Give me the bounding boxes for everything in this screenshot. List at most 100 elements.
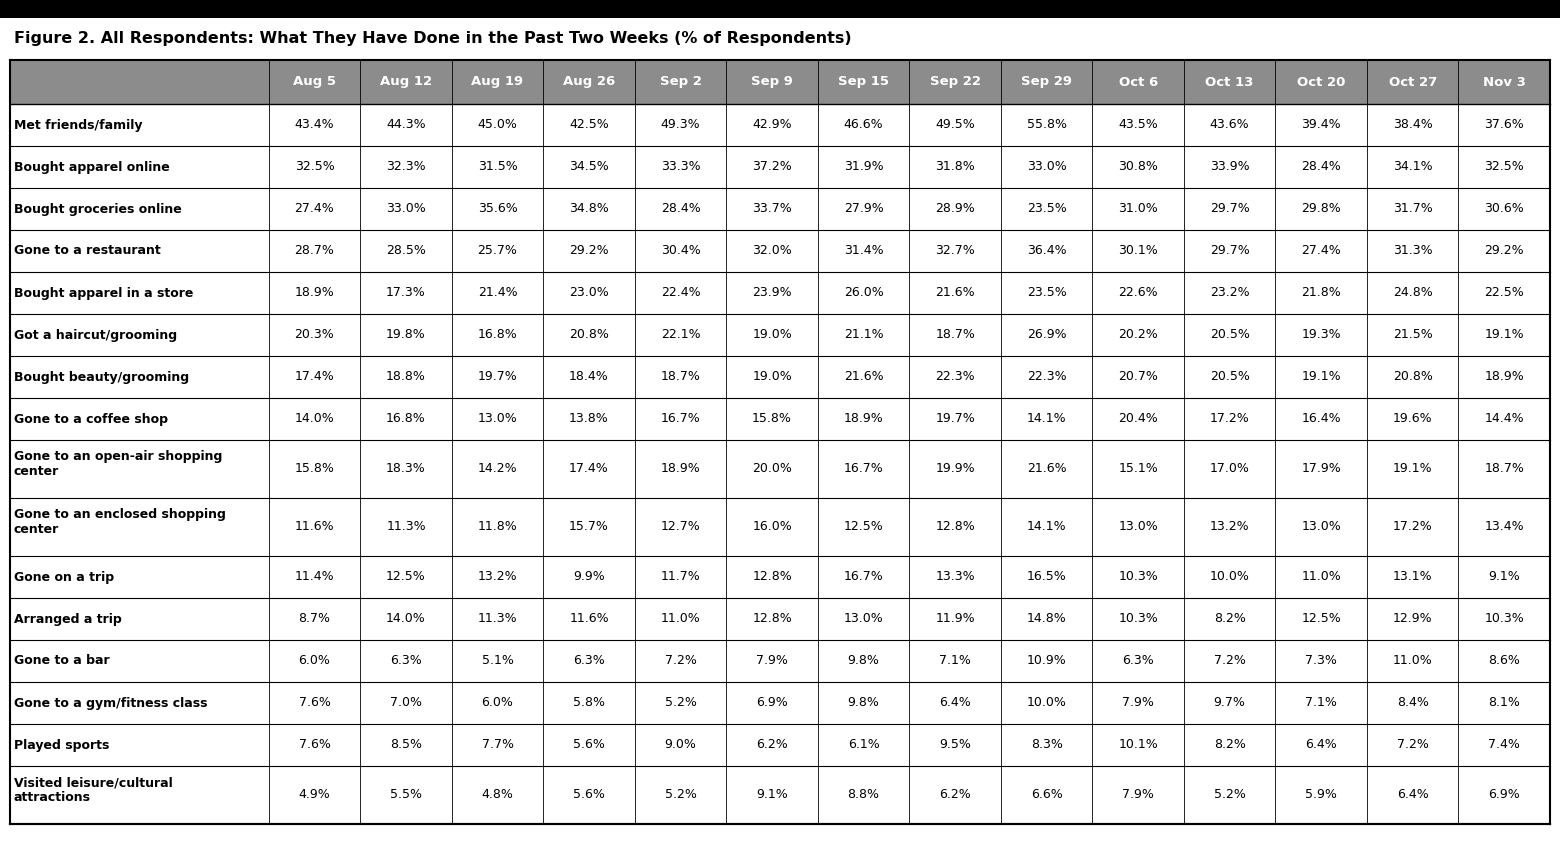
Bar: [9, 556, 1551, 598]
Text: 5.2%: 5.2%: [665, 696, 696, 709]
Text: 11.3%: 11.3%: [477, 613, 518, 626]
Text: 49.5%: 49.5%: [936, 118, 975, 131]
Text: 11.0%: 11.0%: [1301, 570, 1342, 583]
Text: 22.3%: 22.3%: [936, 371, 975, 384]
Text: 8.6%: 8.6%: [1488, 655, 1519, 668]
Text: 7.3%: 7.3%: [1306, 655, 1337, 668]
Text: 33.9%: 33.9%: [1211, 161, 1250, 174]
Text: 11.6%: 11.6%: [295, 520, 334, 533]
Text: 6.1%: 6.1%: [847, 739, 880, 752]
Text: Bought groceries online: Bought groceries online: [14, 202, 183, 215]
Text: 28.7%: 28.7%: [295, 245, 334, 257]
Text: 31.4%: 31.4%: [844, 245, 883, 257]
Text: 16.7%: 16.7%: [844, 570, 883, 583]
Text: 14.1%: 14.1%: [1026, 412, 1067, 425]
Text: 19.8%: 19.8%: [387, 328, 426, 341]
Text: 19.0%: 19.0%: [752, 371, 792, 384]
Text: 7.1%: 7.1%: [939, 655, 970, 668]
Text: 17.4%: 17.4%: [569, 462, 608, 475]
Text: Got a haircut/grooming: Got a haircut/grooming: [14, 328, 178, 341]
Text: 15.8%: 15.8%: [295, 462, 334, 475]
Bar: [9, 766, 1551, 824]
Text: 6.4%: 6.4%: [1306, 739, 1337, 752]
Bar: [9, 598, 1551, 640]
Text: 29.7%: 29.7%: [1211, 202, 1250, 215]
Text: 5.2%: 5.2%: [1214, 789, 1245, 802]
Text: 9.8%: 9.8%: [847, 655, 880, 668]
Text: 10.1%: 10.1%: [1119, 739, 1158, 752]
Text: 10.0%: 10.0%: [1026, 696, 1067, 709]
Text: 6.9%: 6.9%: [757, 696, 788, 709]
Text: 10.3%: 10.3%: [1485, 613, 1524, 626]
Text: 26.0%: 26.0%: [844, 287, 883, 300]
Text: Oct 13: Oct 13: [1206, 75, 1254, 88]
Bar: [9, 398, 1551, 440]
Text: Gone on a trip: Gone on a trip: [14, 570, 114, 583]
Bar: [9, 272, 1551, 314]
Text: 10.0%: 10.0%: [1209, 570, 1250, 583]
Text: 19.1%: 19.1%: [1301, 371, 1342, 384]
Text: 24.8%: 24.8%: [1393, 287, 1432, 300]
Text: 23.2%: 23.2%: [1211, 287, 1250, 300]
Text: 13.1%: 13.1%: [1393, 570, 1432, 583]
Text: Bought apparel online: Bought apparel online: [14, 161, 170, 174]
Text: 17.2%: 17.2%: [1211, 412, 1250, 425]
Text: Sep 2: Sep 2: [660, 75, 702, 88]
Text: 8.5%: 8.5%: [390, 739, 423, 752]
Text: 13.3%: 13.3%: [936, 570, 975, 583]
Text: 18.9%: 18.9%: [661, 462, 700, 475]
Bar: [9, 314, 1551, 356]
Bar: [9, 104, 1551, 146]
Text: 16.0%: 16.0%: [752, 520, 792, 533]
Text: 30.4%: 30.4%: [661, 245, 700, 257]
Text: 31.5%: 31.5%: [477, 161, 518, 174]
Bar: [9, 724, 1551, 766]
Text: 14.8%: 14.8%: [1026, 613, 1067, 626]
Text: 15.8%: 15.8%: [752, 412, 792, 425]
Text: 8.2%: 8.2%: [1214, 739, 1245, 752]
Text: 22.5%: 22.5%: [1485, 287, 1524, 300]
Text: Sep 15: Sep 15: [838, 75, 889, 88]
Text: 33.3%: 33.3%: [661, 161, 700, 174]
Text: Gone to an enclosed shopping
center: Gone to an enclosed shopping center: [14, 508, 226, 537]
Text: Aug 5: Aug 5: [293, 75, 335, 88]
Text: 14.4%: 14.4%: [1485, 412, 1524, 425]
Text: Played sports: Played sports: [14, 739, 109, 752]
Text: 8.7%: 8.7%: [298, 613, 331, 626]
Text: 5.6%: 5.6%: [573, 739, 605, 752]
Text: Oct 27: Oct 27: [1388, 75, 1437, 88]
Text: 13.0%: 13.0%: [844, 613, 883, 626]
Text: 32.5%: 32.5%: [1485, 161, 1524, 174]
Text: 20.8%: 20.8%: [569, 328, 608, 341]
Text: 28.9%: 28.9%: [936, 202, 975, 215]
Text: 5.8%: 5.8%: [573, 696, 605, 709]
Text: 20.7%: 20.7%: [1119, 371, 1158, 384]
Text: Gone to an open-air shopping
center: Gone to an open-air shopping center: [14, 450, 223, 479]
Text: 44.3%: 44.3%: [387, 118, 426, 131]
Text: Nov 3: Nov 3: [1484, 75, 1526, 88]
Text: 21.1%: 21.1%: [844, 328, 883, 341]
Text: 9.8%: 9.8%: [847, 696, 880, 709]
Text: Oct 6: Oct 6: [1119, 75, 1158, 88]
Text: 10.9%: 10.9%: [1026, 655, 1067, 668]
Text: 18.4%: 18.4%: [569, 371, 608, 384]
Text: 23.9%: 23.9%: [752, 287, 792, 300]
Text: 10.3%: 10.3%: [1119, 613, 1158, 626]
Text: 14.0%: 14.0%: [387, 613, 426, 626]
Text: 16.5%: 16.5%: [1026, 570, 1067, 583]
Text: 19.1%: 19.1%: [1393, 462, 1432, 475]
Text: 37.6%: 37.6%: [1485, 118, 1524, 131]
Text: 18.9%: 18.9%: [844, 412, 883, 425]
Text: 23.5%: 23.5%: [1026, 202, 1067, 215]
Text: 37.2%: 37.2%: [752, 161, 792, 174]
Text: 30.1%: 30.1%: [1119, 245, 1158, 257]
Text: 32.3%: 32.3%: [387, 161, 426, 174]
Bar: [9, 60, 1551, 104]
Text: 21.8%: 21.8%: [1301, 287, 1342, 300]
Text: 12.5%: 12.5%: [844, 520, 883, 533]
Text: 21.6%: 21.6%: [936, 287, 975, 300]
Text: 20.0%: 20.0%: [752, 462, 792, 475]
Text: 7.1%: 7.1%: [1306, 696, 1337, 709]
Text: 42.9%: 42.9%: [752, 118, 792, 131]
Text: 12.8%: 12.8%: [752, 570, 792, 583]
